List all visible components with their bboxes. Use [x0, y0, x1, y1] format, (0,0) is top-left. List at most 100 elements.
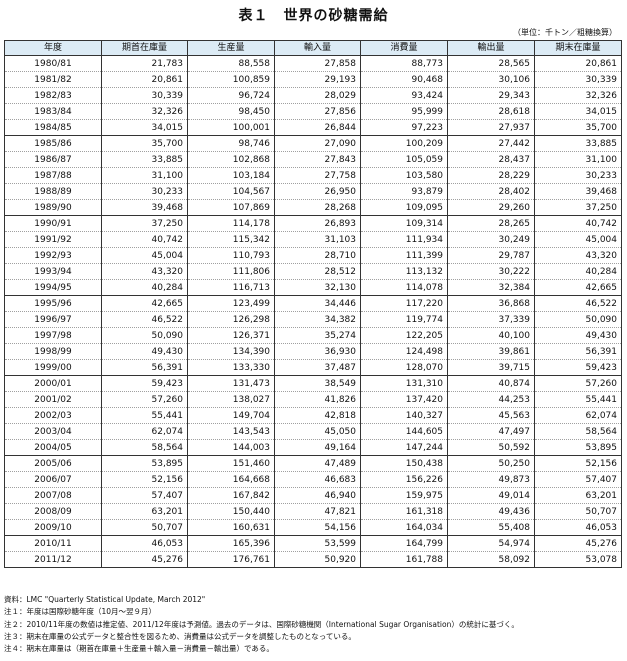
value-cell: 100,001: [187, 119, 275, 136]
value-cell: 53,895: [101, 455, 188, 472]
value-cell: 149,704: [187, 407, 275, 424]
value-cell: 45,050: [274, 423, 361, 440]
value-cell: 34,382: [274, 311, 361, 328]
value-cell: 113,132: [360, 263, 448, 280]
value-cell: 50,090: [534, 311, 622, 328]
value-cell: 35,700: [101, 135, 188, 152]
value-cell: 97,223: [360, 119, 448, 136]
table-row: 2008/09 63,201 150,440 47,821 161,318 49,436 5…: [4, 503, 622, 520]
value-cell: 31,100: [101, 167, 188, 184]
table-row: 1982/83 30,339 96,724 28,029 93,424 29,343 32,…: [4, 87, 622, 104]
value-cell: 109,095: [360, 199, 448, 216]
year-cell: 1980/81: [4, 55, 102, 72]
value-cell: 27,843: [274, 151, 361, 168]
value-cell: 161,788: [360, 551, 448, 568]
value-cell: 63,201: [101, 503, 188, 520]
table-row: 1986/87 33,885 102,868 27,843 105,059 28,437 3…: [4, 151, 622, 168]
value-cell: 50,707: [101, 519, 188, 536]
value-cell: 28,437: [447, 151, 535, 168]
value-cell: 95,999: [360, 103, 448, 120]
value-cell: 88,558: [187, 55, 275, 72]
value-cell: 165,396: [187, 535, 275, 552]
year-cell: 1986/87: [4, 151, 102, 168]
value-cell: 32,326: [534, 87, 622, 104]
value-cell: 46,683: [274, 471, 361, 488]
table-row: 1998/99 49,430 134,390 36,930 124,498 39,861 5…: [4, 343, 622, 360]
value-cell: 32,326: [101, 103, 188, 120]
year-cell: 1981/82: [4, 71, 102, 88]
year-cell: 2008/09: [4, 503, 102, 520]
value-cell: 33,885: [534, 135, 622, 152]
year-cell: 2007/08: [4, 487, 102, 504]
year-cell: 2000/01: [4, 375, 102, 392]
value-cell: 131,310: [360, 375, 448, 392]
year-cell: 2010/11: [4, 535, 102, 552]
value-cell: 30,249: [447, 231, 535, 248]
table-row: 1991/92 40,742 115,342 31,103 111,934 30,249 4…: [4, 231, 622, 248]
value-cell: 28,512: [274, 263, 361, 280]
value-cell: 40,100: [447, 327, 535, 344]
value-cell: 26,950: [274, 183, 361, 200]
value-cell: 38,549: [274, 375, 361, 392]
note-3: 注３：期末在庫量の公式データと整合性を図るため、消費量は公式データを調整したもの…: [4, 631, 356, 641]
value-cell: 49,430: [534, 327, 622, 344]
value-cell: 57,260: [534, 375, 622, 392]
table-row: 1992/93 45,004 110,793 28,710 111,399 29,787 4…: [4, 247, 622, 264]
table-row: 2000/01 59,423 131,473 38,549 131,310 40,874 5…: [4, 375, 622, 392]
value-cell: 30,233: [101, 183, 188, 200]
notes: 資料：LMC "Quarterly Statistical Update, Ma…: [4, 594, 624, 655]
value-cell: 93,424: [360, 87, 448, 104]
value-cell: 37,250: [534, 199, 622, 216]
table-row: 1995/96 42,665 123,499 34,446 117,220 36,868 4…: [4, 295, 622, 312]
table-row: 2003/04 62,074 143,543 45,050 144,605 47,497 5…: [4, 423, 622, 440]
column-header-exports: 輸出量: [447, 40, 535, 56]
value-cell: 34,015: [101, 119, 188, 136]
value-cell: 115,342: [187, 231, 275, 248]
value-cell: 27,937: [447, 119, 535, 136]
value-cell: 114,078: [360, 279, 448, 296]
value-cell: 103,580: [360, 167, 448, 184]
table-row: 1985/86 35,700 98,746 27,090 100,209 27,442 33…: [4, 135, 622, 152]
value-cell: 122,205: [360, 327, 448, 344]
value-cell: 151,460: [187, 455, 275, 472]
value-cell: 93,879: [360, 183, 448, 200]
value-cell: 119,774: [360, 311, 448, 328]
value-cell: 35,274: [274, 327, 361, 344]
value-cell: 58,564: [101, 439, 188, 456]
value-cell: 33,885: [101, 151, 188, 168]
value-cell: 111,806: [187, 263, 275, 280]
value-cell: 30,106: [447, 71, 535, 88]
value-cell: 45,276: [534, 535, 622, 552]
value-cell: 107,869: [187, 199, 275, 216]
year-cell: 1990/91: [4, 215, 102, 232]
value-cell: 29,260: [447, 199, 535, 216]
value-cell: 37,250: [101, 215, 188, 232]
value-cell: 100,859: [187, 71, 275, 88]
year-cell: 1985/86: [4, 135, 102, 152]
value-cell: 36,930: [274, 343, 361, 360]
value-cell: 147,244: [360, 439, 448, 456]
value-cell: 144,605: [360, 423, 448, 440]
page-title: 表１ 世界の砂糖需給: [238, 8, 389, 24]
column-header-opening-stock: 期首在庫量: [101, 40, 188, 56]
year-cell: 2005/06: [4, 455, 102, 472]
value-cell: 31,100: [534, 151, 622, 168]
table-row: 1981/82 20,861 100,859 29,193 90,468 30,106 30…: [4, 71, 622, 88]
value-cell: 20,861: [101, 71, 188, 88]
value-cell: 47,821: [274, 503, 361, 520]
table-row: 1988/89 30,233 104,567 26,950 93,879 28,402 39…: [4, 183, 622, 200]
column-header-closing-stock: 期末在庫量: [534, 40, 622, 56]
value-cell: 164,668: [187, 471, 275, 488]
value-cell: 40,742: [101, 231, 188, 248]
value-cell: 30,339: [101, 87, 188, 104]
note-4: 注４：期末在庫量は（期首在庫量＋生産量＋輸入量－消費量－輸出量）である。: [4, 644, 274, 654]
table-row: 2010/11 46,053 165,396 53,599 164,799 54,974 4…: [4, 535, 622, 552]
table-row: 1990/91 37,250 114,178 26,893 109,314 28,265 4…: [4, 215, 622, 232]
value-cell: 28,029: [274, 87, 361, 104]
value-cell: 32,130: [274, 279, 361, 296]
value-cell: 150,438: [360, 455, 448, 472]
value-cell: 56,391: [534, 343, 622, 360]
value-cell: 140,327: [360, 407, 448, 424]
column-header-year: 年度: [4, 40, 102, 56]
value-cell: 105,059: [360, 151, 448, 168]
